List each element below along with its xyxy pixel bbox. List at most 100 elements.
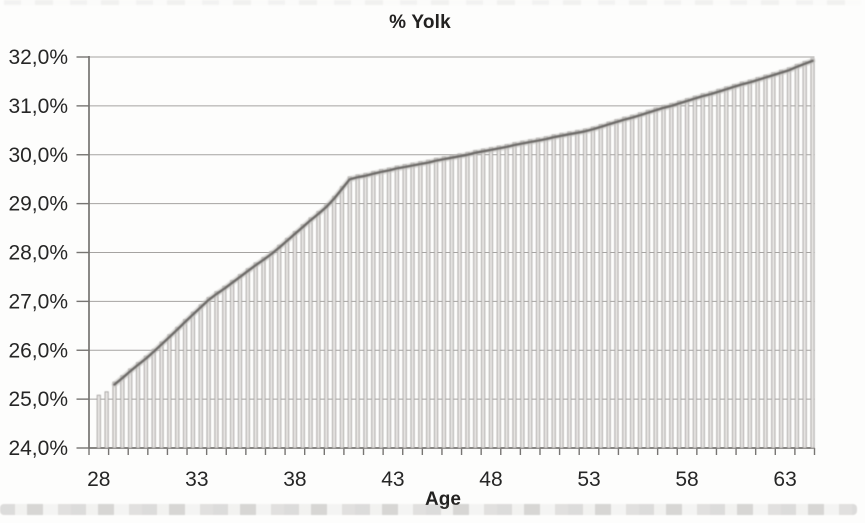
drop-bar: [614, 119, 619, 449]
drop-bar: [747, 79, 752, 449]
drop-bar: [104, 391, 109, 449]
drop-bar: [504, 144, 509, 449]
drop-bar: [520, 140, 525, 449]
drop-bar: [528, 139, 533, 449]
drop-bar: [143, 355, 148, 449]
drop-bar: [630, 114, 635, 449]
scan-artifact-top: [4, 0, 861, 5]
x-tick-label: 28: [87, 468, 110, 491]
drop-bar: [481, 148, 486, 449]
drop-bar: [284, 237, 290, 449]
drop-bar: [496, 145, 501, 449]
drop-bar: [543, 136, 548, 449]
y-tick-label: 25,0%: [8, 388, 68, 411]
drop-bar: [261, 256, 266, 449]
drop-bar: [441, 156, 446, 449]
drop-bar: [763, 74, 768, 449]
drop-bar: [598, 124, 603, 449]
drop-bar: [292, 231, 297, 449]
drop-bar: [300, 224, 305, 449]
drop-bar: [473, 149, 478, 449]
drop-bar: [183, 319, 188, 449]
drop-bar: [316, 211, 321, 449]
drop-bar: [794, 63, 799, 449]
drop-bar: [324, 204, 329, 449]
drop-bar: [465, 151, 470, 449]
drop-bar: [167, 334, 172, 449]
drop-bar: [339, 186, 344, 449]
drop-bar: [426, 159, 431, 449]
drop-bar: [692, 95, 697, 449]
x-tick-label: 58: [675, 468, 698, 491]
y-tick-label: 32,0%: [8, 46, 68, 69]
drop-bar: [559, 132, 564, 449]
drop-bar: [355, 174, 360, 449]
drop-bar: [151, 348, 156, 449]
drop-bar: [779, 69, 784, 449]
drop-bar: [488, 147, 494, 449]
x-tick-label: 48: [479, 468, 502, 491]
series-group: [96, 57, 816, 449]
drop-bar: [394, 165, 399, 449]
chart-title: % Yolk: [389, 12, 451, 33]
x-tick-label: 38: [283, 468, 306, 491]
drop-bar: [128, 368, 133, 449]
drop-bar: [535, 137, 541, 449]
drop-bar: [363, 172, 368, 449]
drop-bar: [418, 161, 423, 449]
drop-bar: [277, 244, 282, 449]
drop-bar: [716, 88, 721, 449]
y-tick-label: 28,0%: [8, 242, 68, 265]
drop-bar: [739, 81, 744, 449]
drop-bar: [120, 375, 125, 449]
drop-bar: [700, 93, 705, 449]
drop-bar: [575, 129, 580, 449]
y-tick-label: 24,0%: [8, 437, 68, 460]
drop-bar: [379, 169, 384, 449]
drop-bar: [214, 291, 219, 449]
drop-bar: [159, 341, 164, 449]
drop-bar: [661, 104, 666, 449]
drop-bar: [590, 126, 595, 449]
y-tick-label: 30,0%: [8, 144, 68, 167]
series-line-halo: [111, 57, 816, 388]
drop-bar: [567, 131, 572, 449]
drop-bar: [222, 285, 227, 449]
scan-artifact-bottom: [0, 504, 857, 515]
drop-bar: [175, 326, 180, 449]
x-tick-label: 63: [773, 468, 796, 491]
drop-bar: [771, 72, 776, 449]
drop-bar: [732, 83, 737, 449]
drop-bar: [402, 164, 407, 449]
drop-bar: [347, 176, 352, 449]
drop-bar: [786, 67, 792, 449]
drop-bar: [724, 86, 729, 449]
drop-bar: [112, 381, 117, 449]
drop-bar: [230, 279, 235, 449]
x-axis-label: Age: [425, 489, 461, 510]
drop-bar: [253, 262, 258, 449]
drop-bar: [606, 121, 611, 449]
drop-bar: [512, 142, 517, 449]
drop-bar: [622, 116, 627, 449]
drop-bar: [457, 153, 462, 449]
drop-bar: [434, 157, 439, 449]
y-tick-label: 31,0%: [8, 95, 68, 118]
drop-bar: [190, 311, 195, 449]
drop-bar: [551, 134, 556, 449]
drop-bar: [332, 195, 337, 449]
drop-bar: [669, 103, 674, 449]
drop-bar: [237, 274, 243, 449]
drop-bar: [653, 107, 658, 449]
drop-bar: [802, 60, 807, 449]
drop-bar: [386, 167, 392, 449]
drop-bar: [269, 251, 274, 449]
drop-bar: [410, 162, 415, 449]
drop-bar: [135, 362, 141, 449]
y-tick-label: 29,0%: [8, 193, 68, 216]
x-tick-label: 53: [577, 468, 600, 491]
drop-bar: [308, 217, 313, 449]
drop-bar: [677, 100, 682, 449]
